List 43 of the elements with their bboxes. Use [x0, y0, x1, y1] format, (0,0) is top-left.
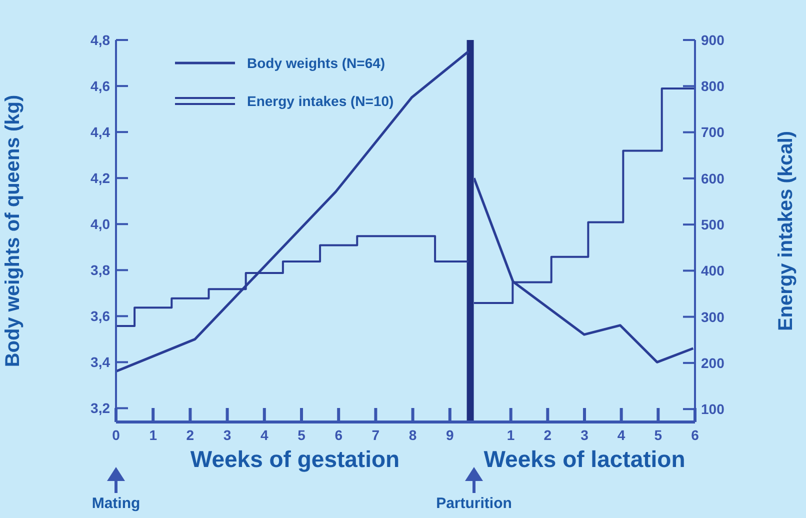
x-tick-label: 4: [260, 426, 268, 443]
x-tick-label: 6: [691, 426, 700, 443]
y-tick-label: 4,6: [90, 78, 110, 94]
x-tick-label: 5: [654, 426, 662, 443]
x-tick-label: 2: [186, 426, 194, 443]
text: Parturition: [435, 495, 513, 512]
x-tick-label: 5: [298, 426, 306, 443]
x-tick-label: 1: [149, 426, 158, 443]
y2-axis-title: Energy intakes (kcal): [775, 130, 798, 332]
line-series: [116, 50, 470, 373]
x-tick-label: 6: [334, 426, 343, 443]
x-tick-label: 0: [112, 426, 120, 443]
x-axis-title: Weeks of lactation: [482, 446, 686, 473]
x-tick-label: 1: [506, 426, 515, 443]
y-tick-label: 3,2: [90, 400, 110, 416]
y-tick-label: 4,4: [90, 124, 110, 140]
y-axis-title: Body weights of queens (kg): [2, 94, 24, 368]
x-tick-label: 3: [223, 426, 232, 443]
y2-tick-label: 500: [701, 216, 725, 233]
y2-tick-label: 900: [701, 32, 725, 48]
y2-tick-label: 200: [701, 354, 725, 371]
y-tick-label: 4,8: [90, 32, 110, 48]
x-tick-label: 9: [446, 426, 454, 443]
x-tick-label: 4: [617, 426, 626, 443]
y2-tick-label: 100: [701, 401, 725, 418]
legend-label: Body weights (N=64): [247, 55, 386, 71]
y2-tick-label: 800: [701, 78, 725, 94]
x-tick-label: 8: [408, 426, 417, 443]
y-tick-label: 3,6: [90, 308, 110, 324]
legend-label: Energy intakes (N=10): [247, 93, 394, 109]
y-tick-label: 4,0: [90, 216, 110, 232]
x-tick-label: 2: [544, 426, 552, 443]
y-tick-label: 4,2: [90, 170, 110, 186]
text: Mating: [90, 495, 142, 512]
y-tick-label: 3,4: [90, 354, 110, 370]
x-tick-label: 7: [372, 426, 380, 443]
x-axis-title: Weeks of gestation: [189, 446, 401, 473]
y-tick-label: 3,8: [90, 262, 110, 278]
y2-tick-label: 300: [701, 308, 725, 325]
y2-tick-label: 400: [701, 262, 725, 279]
y2-tick-label: 700: [701, 124, 725, 140]
y2-tick-label: 600: [701, 170, 725, 186]
x-tick-label: 3: [580, 426, 589, 443]
